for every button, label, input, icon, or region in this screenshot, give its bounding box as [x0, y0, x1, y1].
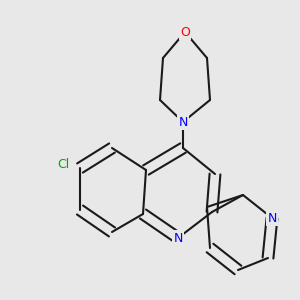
Text: N: N	[267, 212, 277, 224]
Text: N: N	[178, 116, 188, 128]
Text: O: O	[180, 26, 190, 38]
Text: N: N	[173, 232, 183, 244]
Text: Cl: Cl	[57, 158, 70, 172]
